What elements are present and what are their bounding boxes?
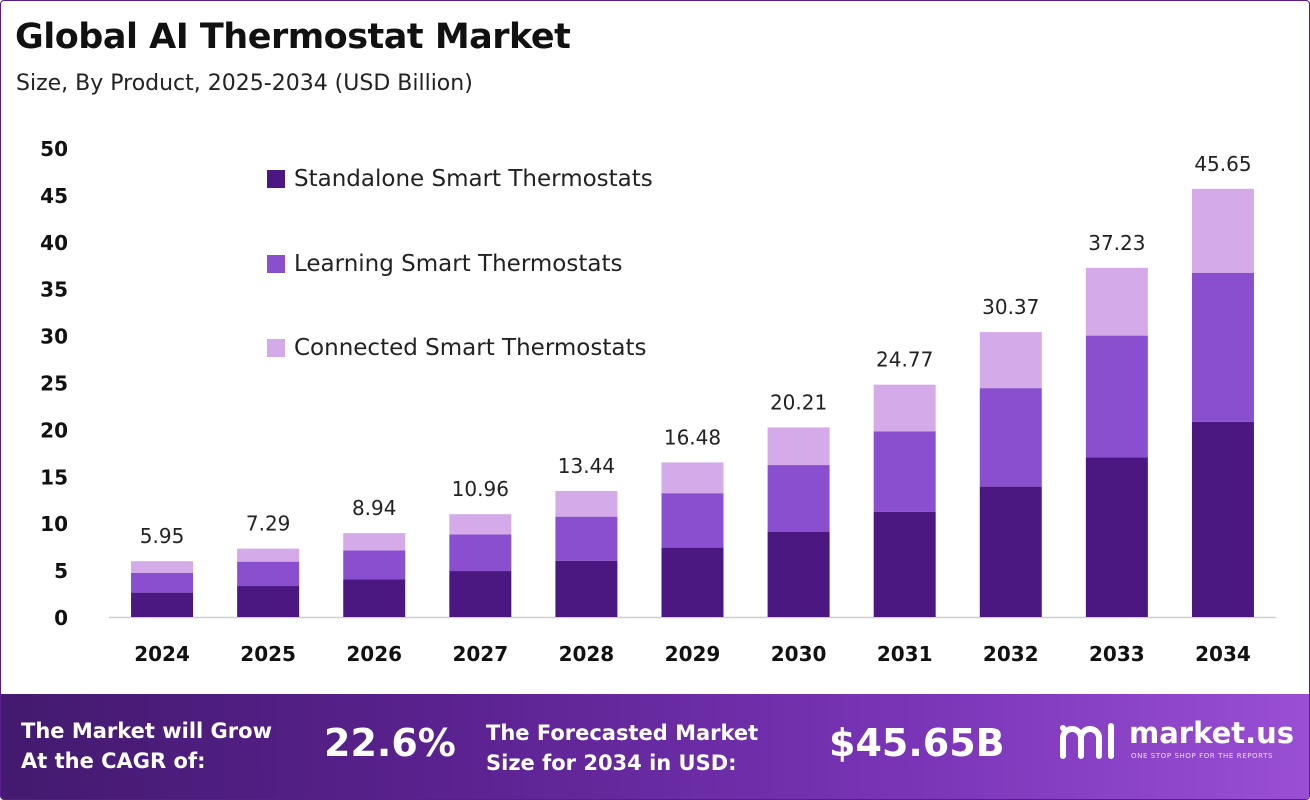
total-data-label: 10.96 <box>452 477 509 501</box>
y-tick-label: 45 <box>40 184 68 208</box>
x-tick-label: 2027 <box>452 642 508 666</box>
total-data-label: 7.29 <box>246 512 291 536</box>
bar-segment <box>555 516 618 561</box>
bar-segment <box>449 514 512 535</box>
total-data-label: 20.21 <box>770 390 827 414</box>
forecast-label-line2: Size for 2034 in USD: <box>486 751 737 775</box>
bar-segment <box>979 388 1042 487</box>
total-data-label: 45.65 <box>1194 152 1251 176</box>
total-data-label: 8.94 <box>352 496 397 520</box>
y-tick-label: 0 <box>54 606 68 630</box>
bar-segment <box>237 586 300 617</box>
cagr-label-line2: At the CAGR of: <box>21 749 206 773</box>
x-tick-label: 2028 <box>559 642 615 666</box>
logo-name: market.us <box>1129 716 1295 750</box>
logo-tagline: ONE STOP SHOP FOR THE REPORTS <box>1131 752 1274 760</box>
bar-segment <box>449 571 512 617</box>
footer-banner: The Market will Grow At the CAGR of: 22.… <box>1 694 1309 799</box>
bar-segment <box>979 332 1042 389</box>
bar-segment <box>873 511 936 617</box>
bar-segment <box>661 462 724 494</box>
bar-segment <box>343 533 406 551</box>
legend-swatch <box>267 339 285 357</box>
cagr-label-line1: The Market will Grow <box>21 719 272 743</box>
legend-swatch <box>267 255 285 273</box>
y-tick-label: 50 <box>40 137 68 161</box>
bar-segment <box>237 561 300 587</box>
bar-segment <box>131 592 194 617</box>
forecast-label-line1: The Forecasted Market <box>486 721 759 745</box>
x-tick-label: 2031 <box>877 642 933 666</box>
total-data-label: 30.37 <box>982 295 1039 319</box>
bar-segment <box>131 572 194 593</box>
x-tick-label: 2033 <box>1089 642 1145 666</box>
bar-segment <box>449 534 512 572</box>
total-data-label: 37.23 <box>1088 231 1145 255</box>
y-tick-label: 25 <box>40 372 68 396</box>
bar-segment <box>343 579 406 617</box>
bar-segment <box>873 431 936 512</box>
total-data-label: 16.48 <box>664 425 721 449</box>
cagr-value: 22.6% <box>324 721 456 765</box>
legend-swatch <box>267 170 285 188</box>
bar-segment <box>979 486 1042 617</box>
forecast-value: $45.65B <box>829 721 1005 765</box>
bar-segment <box>131 561 194 573</box>
legend-label: Learning Smart Thermostats <box>294 251 622 277</box>
y-tick-label: 15 <box>40 465 68 489</box>
bar-segment <box>767 427 830 466</box>
x-tick-label: 2026 <box>346 642 402 666</box>
x-tick-label: 2024 <box>134 642 190 666</box>
y-tick-label: 30 <box>40 325 68 349</box>
total-data-label: 24.77 <box>876 348 933 372</box>
x-tick-label: 2025 <box>240 642 296 666</box>
y-tick-label: 10 <box>40 512 68 536</box>
market-us-logo-icon <box>1060 723 1114 759</box>
bar-segment <box>237 548 300 562</box>
bar-segment <box>1085 267 1148 336</box>
legend-label: Standalone Smart Thermostats <box>294 166 653 192</box>
bar-segment <box>767 465 830 532</box>
bar-segment <box>343 550 406 580</box>
bar-segment <box>1191 272 1254 422</box>
x-tick-label: 2029 <box>665 642 721 666</box>
chart-subtitle: Size, By Product, 2025-2034 (USD Billion… <box>16 71 473 96</box>
bar-segment <box>661 547 724 617</box>
bar-segment <box>1191 421 1254 617</box>
x-tick-label: 2034 <box>1195 642 1251 666</box>
bar-segment <box>1085 457 1148 617</box>
y-tick-label: 40 <box>40 231 68 255</box>
y-tick-label: 5 <box>54 559 68 583</box>
bar-segment <box>767 531 830 617</box>
bar-segment <box>555 560 618 617</box>
total-data-label: 5.95 <box>140 524 185 548</box>
forecast-label: The Forecasted Market Size for 2034 in U… <box>486 718 758 778</box>
bar-segment <box>555 490 618 517</box>
bar-chart: 051015202530354045505.9520247.2920258.94… <box>40 137 1276 666</box>
cagr-label: The Market will Grow At the CAGR of: <box>21 716 272 776</box>
bar-segment <box>661 493 724 548</box>
bar-segment <box>873 384 936 432</box>
bar-segment <box>1085 335 1148 458</box>
chart-title: Global AI Thermostat Market <box>15 17 571 57</box>
x-tick-label: 2030 <box>771 642 827 666</box>
total-data-label: 13.44 <box>558 454 615 478</box>
y-tick-label: 35 <box>40 278 68 302</box>
x-tick-label: 2032 <box>983 642 1039 666</box>
bar-segment <box>1191 188 1254 273</box>
legend-label: Connected Smart Thermostats <box>294 335 646 361</box>
y-tick-label: 20 <box>40 418 68 442</box>
